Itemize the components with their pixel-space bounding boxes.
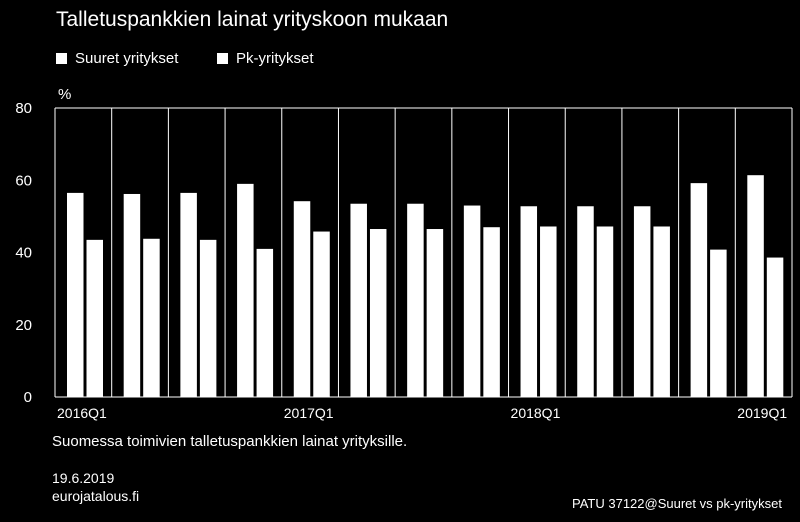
bar-suuret bbox=[577, 206, 594, 397]
bar-pk bbox=[483, 227, 500, 397]
publication-date: 19.6.2019 bbox=[52, 470, 115, 486]
x-tick-label: 2018Q1 bbox=[511, 405, 561, 421]
bar-pk bbox=[199, 239, 217, 397]
bar-suuret bbox=[237, 183, 254, 397]
bar-suuret bbox=[463, 205, 481, 397]
bar-pk bbox=[369, 229, 387, 397]
bar-pk bbox=[86, 239, 103, 397]
chart-subtitle: Suomessa toimivien talletuspankkien lain… bbox=[52, 433, 408, 450]
bar-suuret bbox=[180, 192, 197, 397]
bar-suuret bbox=[520, 206, 538, 397]
y-tick-label: 60 bbox=[15, 172, 32, 189]
y-tick-label: 20 bbox=[15, 317, 32, 334]
x-tick-label: 2019Q1 bbox=[737, 405, 787, 421]
bar-pk bbox=[653, 226, 670, 397]
legend-item-suuret: Suuret yritykset bbox=[56, 50, 178, 67]
bar-pk bbox=[710, 249, 727, 397]
bar-pk bbox=[766, 257, 784, 397]
y-unit-label: % bbox=[58, 86, 72, 103]
bar-suuret bbox=[407, 203, 424, 397]
legend-label-suuret: Suuret yritykset bbox=[75, 50, 179, 67]
bar-pk bbox=[540, 226, 557, 397]
y-tick-label: 40 bbox=[15, 245, 32, 262]
y-tick-label: 80 bbox=[15, 100, 32, 117]
bar-suuret bbox=[747, 175, 764, 397]
x-tick-label: 2017Q1 bbox=[284, 405, 334, 421]
bar-suuret bbox=[350, 203, 367, 397]
bar-suuret bbox=[293, 201, 311, 397]
chart-code: PATU 37122@Suuret vs pk-yritykset bbox=[572, 496, 782, 511]
legend-label-pk: Pk-yritykset bbox=[236, 50, 314, 67]
legend-swatch-suuret bbox=[56, 53, 67, 64]
bar-suuret bbox=[633, 206, 651, 397]
bar-pk bbox=[256, 248, 274, 397]
chart-title: Talletuspankkien lainat yrityskoon mukaa… bbox=[56, 8, 449, 31]
y-tick-label: 0 bbox=[24, 389, 32, 406]
x-tick-label: 2016Q1 bbox=[57, 405, 107, 421]
legend-item-pk: Pk-yritykset bbox=[217, 50, 314, 67]
bar-suuret bbox=[67, 192, 84, 397]
bar-pk bbox=[426, 229, 444, 397]
bar-suuret bbox=[123, 193, 141, 397]
bar-pk bbox=[143, 238, 160, 397]
bar-suuret bbox=[690, 183, 708, 397]
legend-swatch-pk bbox=[217, 53, 228, 64]
source-label: eurojatalous.fi bbox=[52, 488, 140, 504]
bar-pk bbox=[313, 231, 330, 397]
bar-pk bbox=[596, 226, 614, 397]
